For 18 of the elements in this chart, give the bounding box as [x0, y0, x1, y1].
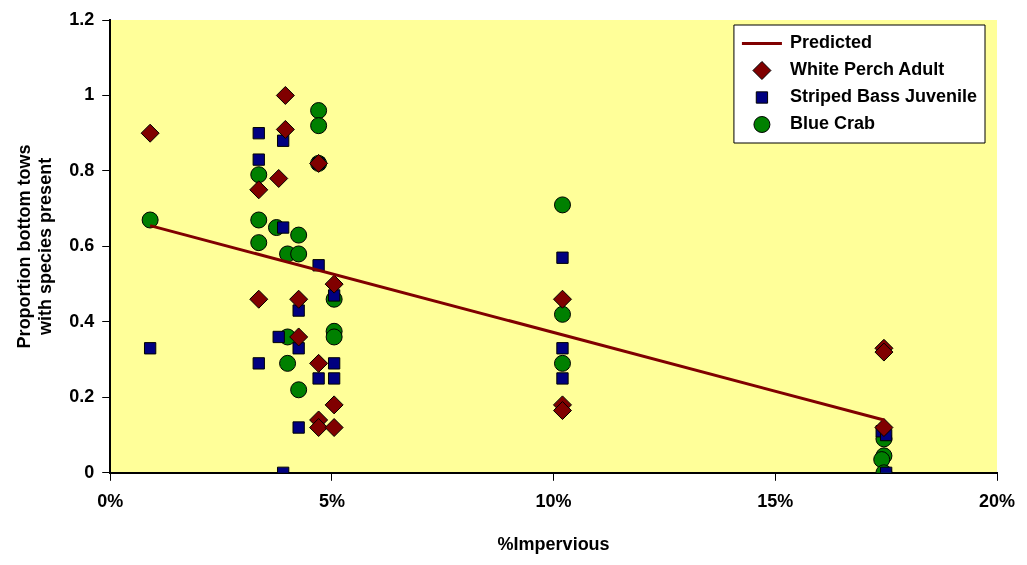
y-tick-label: 0.8 — [69, 159, 95, 180]
legend-label: Blue Crab — [789, 113, 875, 134]
legend-label: Predicted — [789, 32, 872, 53]
x-axis-title: %Impervious — [497, 534, 610, 555]
x-tick-label: 15% — [757, 490, 794, 511]
legend-label: White Perch Adult — [789, 59, 945, 80]
y-tick-label: 0.6 — [69, 235, 95, 256]
x-tick-label: 5% — [318, 490, 345, 511]
y-tick-label: 0.2 — [69, 386, 95, 407]
x-tick-label: 20% — [978, 490, 1016, 511]
y-tick-label: 0.4 — [69, 310, 95, 331]
y-tick-label: 0 — [84, 461, 95, 482]
x-tick-label: 10% — [535, 490, 572, 511]
y-axis-title: Proportion bottom tows with species present — [13, 144, 56, 349]
y-tick-label: 1 — [84, 84, 95, 105]
legend-label: Striped Bass Juvenile — [789, 86, 977, 107]
y-tick-label: 1.2 — [69, 8, 95, 29]
x-tick-label: 0% — [97, 490, 124, 511]
